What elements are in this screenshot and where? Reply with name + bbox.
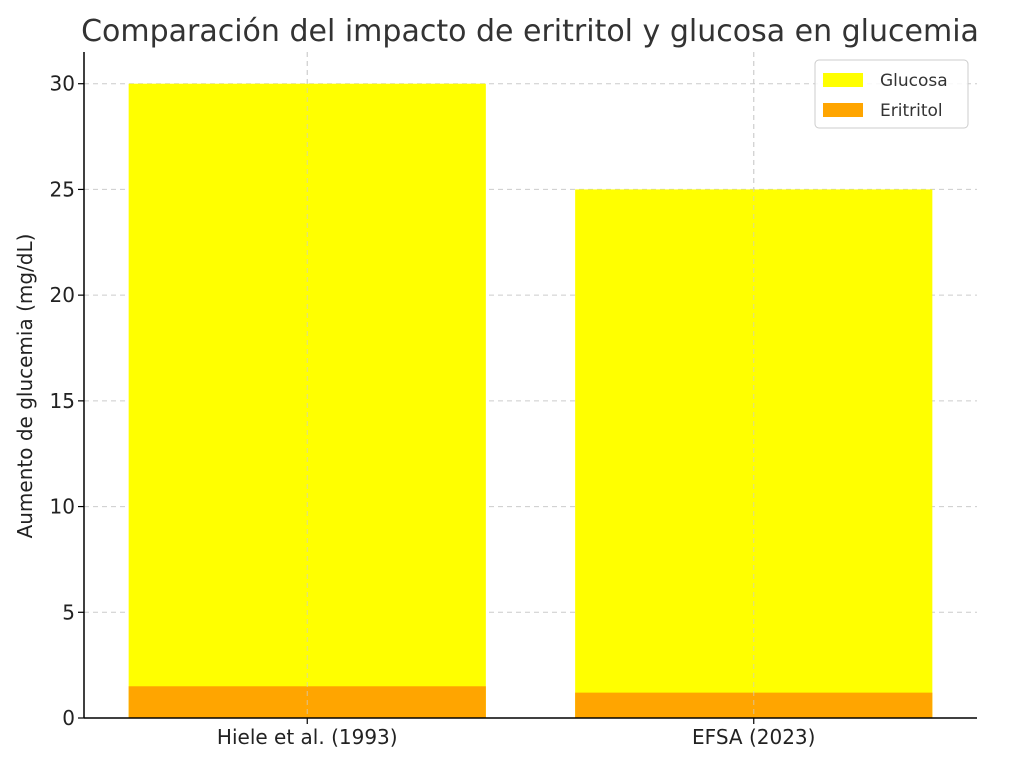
legend-label: Glucosa <box>880 71 948 91</box>
x-tick-label: EFSA (2023) <box>692 725 815 749</box>
y-tick-label: 10 <box>50 495 75 519</box>
y-tick-label: 30 <box>50 72 75 96</box>
chart-title: Comparación del impacto de eritritol y g… <box>81 14 979 49</box>
y-tick-label: 0 <box>62 706 75 730</box>
legend: Glucosa Eritritol <box>814 59 969 129</box>
x-tick-label: Hiele et al. (1993) <box>217 725 398 749</box>
y-tick-label: 15 <box>50 389 75 413</box>
y-tick-label: 25 <box>50 177 75 201</box>
bars <box>128 52 933 718</box>
y-tick-label: 5 <box>62 600 75 624</box>
axes: 0 5 10 15 20 25 30 Hiele et al. (1993) EFSA (202… <box>50 52 977 749</box>
legend-swatch <box>823 103 863 117</box>
legend-label: Eritritol <box>880 101 943 121</box>
y-axis-title: Aumento de glucemia (mg/dL) <box>13 234 37 539</box>
bar-eritritol <box>575 692 933 718</box>
y-tick-label: 20 <box>50 283 75 307</box>
legend-swatch <box>823 73 863 87</box>
